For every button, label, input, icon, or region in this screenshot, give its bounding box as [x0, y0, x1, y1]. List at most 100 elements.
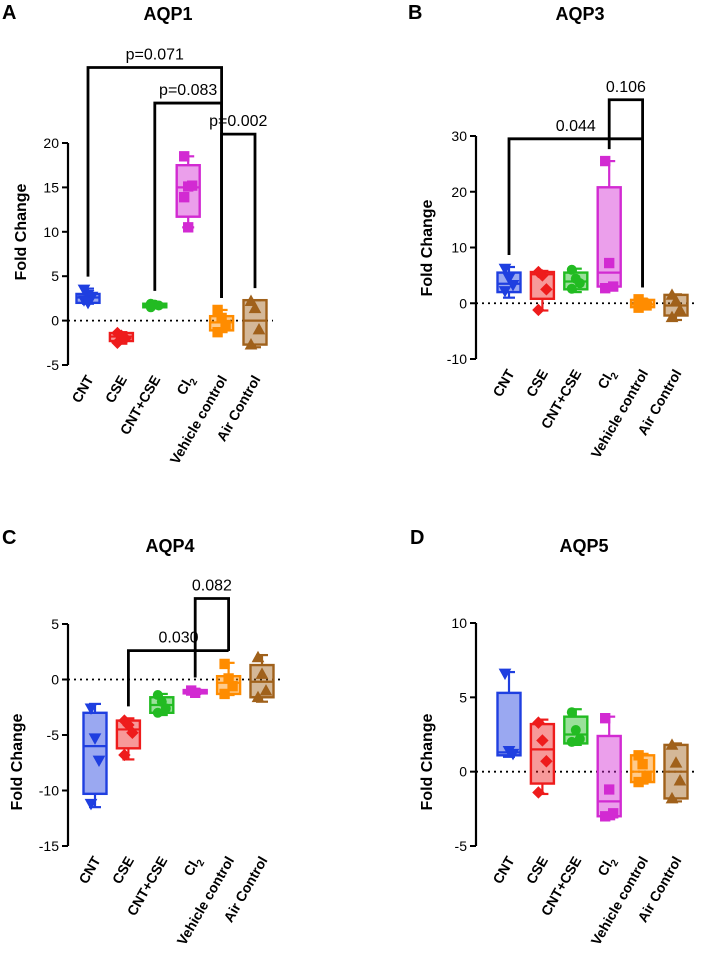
- data-point: [600, 712, 611, 724]
- y-tick-label: 0: [51, 672, 59, 688]
- chart-title: AQP5: [559, 536, 608, 556]
- data-point: [187, 180, 198, 191]
- data-point: [190, 687, 201, 698]
- data-point: [566, 736, 577, 747]
- data-point: [566, 283, 577, 294]
- data-point: [183, 222, 194, 233]
- data-point: [669, 756, 683, 768]
- panel-letter: A: [2, 2, 16, 24]
- x-tick-label: CSE: [523, 367, 551, 400]
- data-point: [566, 707, 577, 718]
- data-point: [111, 336, 124, 350]
- data-point: [145, 302, 156, 313]
- significance-bracket: 0.106: [606, 79, 646, 288]
- data-point: [212, 326, 223, 338]
- data-point: [179, 151, 190, 162]
- data-point: [255, 667, 269, 679]
- bracket-line: [507, 137, 644, 288]
- data-point: [259, 684, 273, 696]
- data-point: [536, 269, 549, 282]
- y-axis-label: Fold Change: [9, 713, 26, 810]
- data-point: [669, 294, 683, 306]
- box-air-control: [663, 738, 689, 804]
- y-axis-label: Fold Change: [419, 199, 436, 296]
- data-point: [673, 303, 687, 315]
- box-air-control: [663, 288, 689, 323]
- data-point: [84, 798, 98, 811]
- x-tick-label: CSE: [523, 854, 551, 887]
- box-vehicle-control: [629, 750, 656, 788]
- x-tick-label: CNT: [489, 366, 517, 399]
- data-point: [244, 338, 258, 350]
- data-point: [219, 688, 230, 700]
- data-point: [84, 703, 98, 715]
- data-point: [122, 718, 135, 732]
- data-point: [633, 302, 644, 313]
- y-tick-label: 0: [51, 313, 59, 329]
- data-point: [506, 748, 520, 761]
- box-cnt-cse: [563, 264, 589, 294]
- chart-title: AQP1: [143, 4, 192, 24]
- box-air-control: [242, 294, 268, 350]
- y-tick-label: -5: [47, 727, 60, 743]
- p-value-label: p=0.083: [159, 82, 217, 99]
- data-point: [119, 332, 132, 345]
- data-point: [540, 755, 553, 768]
- box-cnt: [82, 702, 108, 811]
- data-point: [227, 680, 238, 692]
- bracket-line: [607, 98, 644, 288]
- x-tick-label: CNT: [489, 853, 517, 886]
- data-point: [92, 755, 106, 768]
- data-point: [160, 703, 171, 714]
- p-value-label: p=0.071: [126, 47, 184, 64]
- data-point: [498, 286, 512, 298]
- box-cnt-cse: [149, 690, 175, 718]
- bracket-line: [193, 597, 230, 678]
- data-point: [219, 658, 230, 670]
- box-vehicle-control: [629, 294, 656, 313]
- data-point: [126, 726, 139, 739]
- data-point: [633, 750, 644, 761]
- y-tick-label: 5: [51, 616, 59, 632]
- panel-letter: D: [410, 527, 424, 549]
- data-point: [600, 811, 611, 822]
- box-vehicle-control: [215, 658, 242, 700]
- data-point: [244, 294, 258, 306]
- data-point: [566, 264, 577, 275]
- data-point: [532, 786, 545, 799]
- significance-bracket: 0.030: [127, 630, 230, 707]
- box-cse: [529, 716, 556, 799]
- x-tick-label: Cl2: [594, 853, 621, 880]
- chart-title: AQP3: [555, 4, 604, 24]
- x-tick-label: Cl2: [180, 853, 207, 880]
- data-point: [252, 322, 266, 335]
- significance-bracket: 0.044: [507, 118, 644, 288]
- data-point: [536, 734, 549, 747]
- p-value-label: p=0.002: [209, 113, 267, 130]
- data-point: [251, 650, 265, 663]
- box-cse: [529, 265, 556, 317]
- p-value-label: 0.082: [192, 577, 232, 594]
- y-tick-label: 15: [43, 179, 59, 195]
- y-tick-label: 20: [43, 135, 59, 151]
- data-point: [665, 310, 679, 323]
- y-tick-label: 0: [459, 764, 467, 780]
- data-point: [574, 278, 585, 289]
- data-point: [152, 707, 163, 718]
- x-tick-label: CSE: [102, 373, 130, 406]
- box-cnt: [496, 668, 522, 761]
- p-value-label: 0.106: [606, 79, 646, 96]
- bracket-line: [220, 132, 257, 298]
- data-point: [600, 283, 611, 294]
- data-point: [81, 297, 95, 310]
- data-point: [248, 301, 262, 314]
- box-vehicle-control: [208, 304, 235, 338]
- y-tick-label: 5: [51, 268, 59, 284]
- data-point: [506, 279, 520, 292]
- p-value-label: 0.044: [556, 118, 596, 135]
- y-tick-label: -15: [39, 838, 59, 854]
